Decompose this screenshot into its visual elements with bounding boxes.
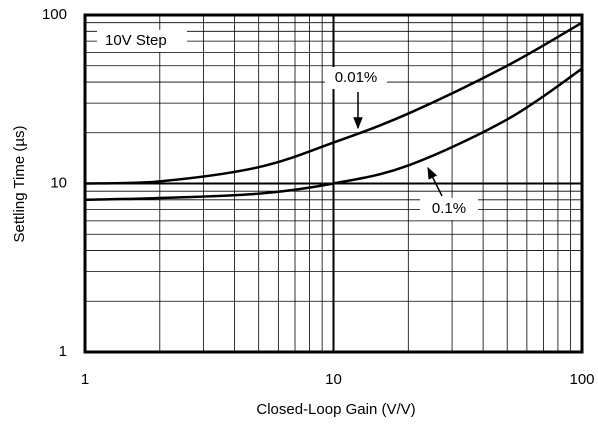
annotation-bg bbox=[97, 30, 187, 52]
annotation: 10V Step bbox=[105, 32, 167, 49]
y-axis-label: Settling Time (µs) bbox=[11, 125, 28, 242]
x-tick-label: 10 bbox=[325, 371, 342, 388]
x-axis-label: Closed-Loop Gain (V/V) bbox=[256, 401, 415, 418]
x-tick-label: 1 bbox=[81, 371, 89, 388]
y-tick-label: 1 bbox=[59, 343, 67, 360]
label-bg bbox=[420, 198, 478, 220]
curve bbox=[84, 21, 583, 185]
label-bg bbox=[325, 67, 387, 89]
y-tick-label: 10 bbox=[50, 174, 67, 191]
curve bbox=[84, 67, 583, 202]
y-tick-label: 100 bbox=[42, 6, 67, 23]
series-label: 0.01% bbox=[335, 69, 378, 86]
x-tick-label: 100 bbox=[569, 371, 594, 388]
series-label: 0.1% bbox=[432, 200, 466, 217]
arrow bbox=[427, 166, 443, 197]
